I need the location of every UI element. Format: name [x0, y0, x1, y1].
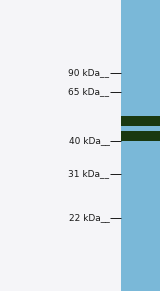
Bar	[121, 116, 160, 126]
Bar	[121, 131, 160, 141]
Text: 31 kDa__: 31 kDa__	[68, 169, 109, 178]
Text: 40 kDa__: 40 kDa__	[68, 136, 109, 146]
Text: 22 kDa__: 22 kDa__	[69, 214, 109, 223]
Text: 65 kDa__: 65 kDa__	[68, 88, 109, 97]
Text: 90 kDa__: 90 kDa__	[68, 68, 109, 77]
Bar	[121, 0, 160, 291]
